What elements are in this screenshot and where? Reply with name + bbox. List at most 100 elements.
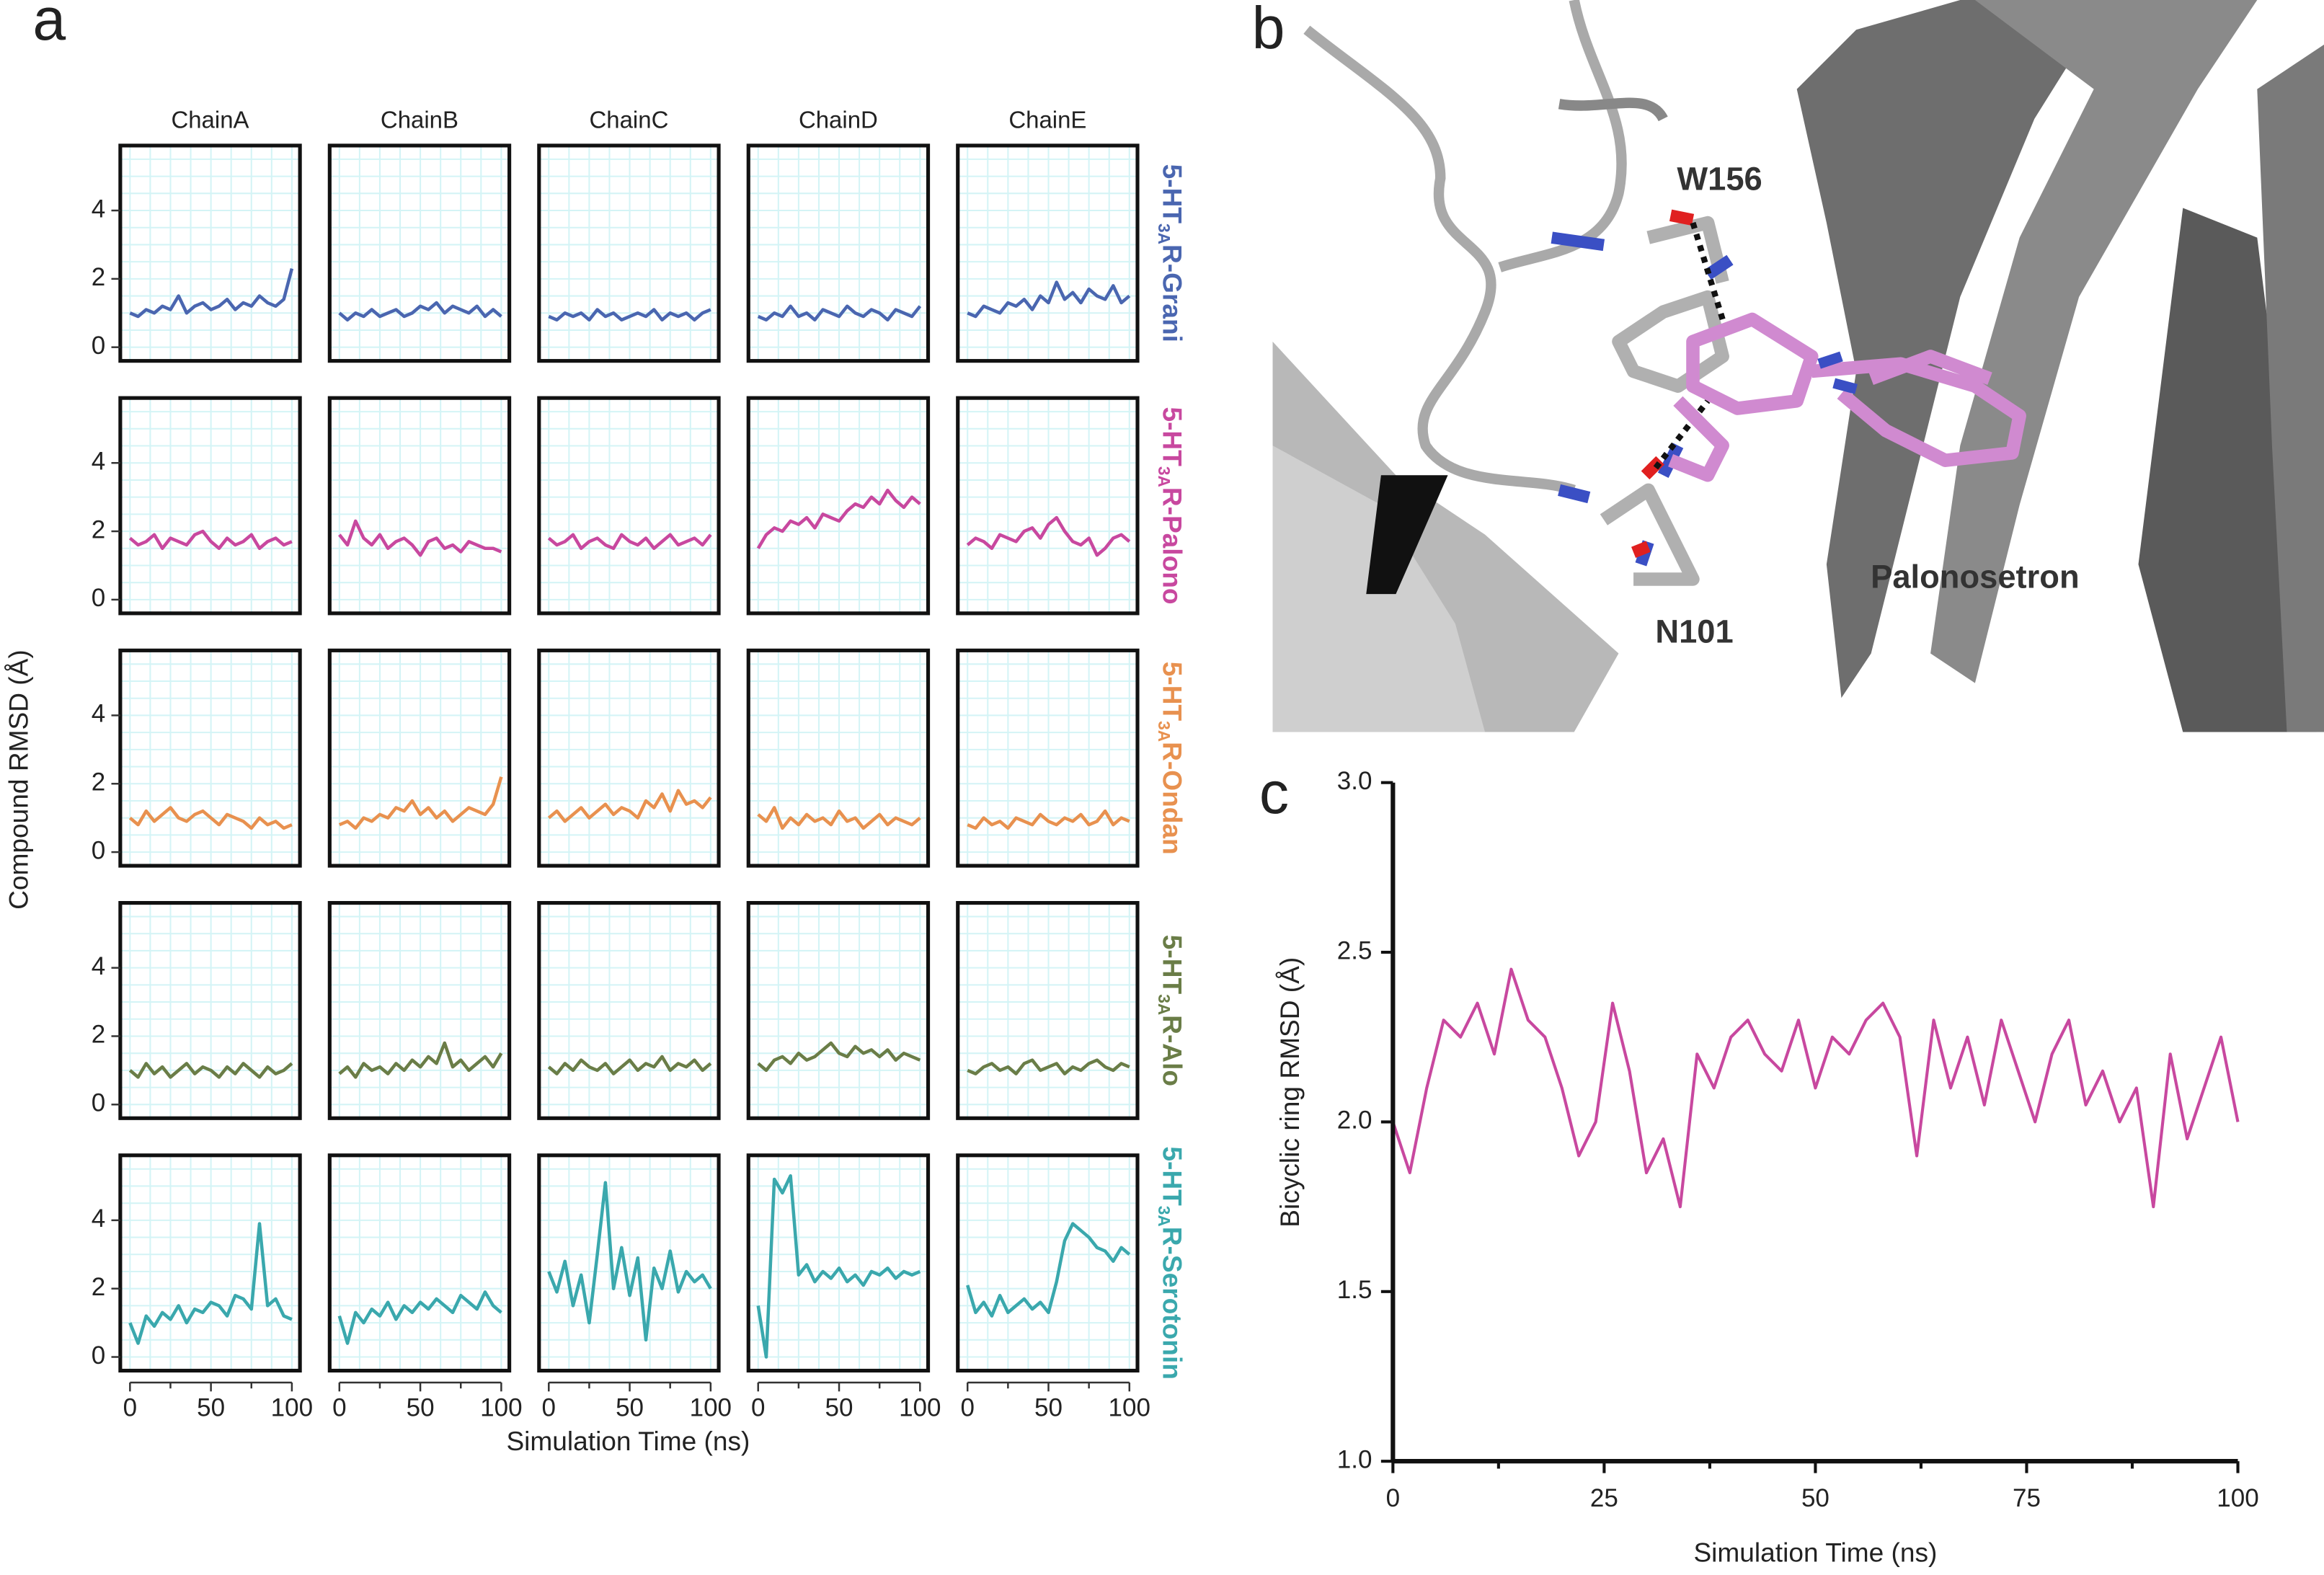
sheet — [2138, 208, 2317, 732]
y-tick-label: 2 — [92, 768, 105, 797]
row-label-part: 3A — [1155, 994, 1174, 1015]
panel-frame — [537, 396, 721, 616]
row-label-part: 3A — [1155, 466, 1174, 487]
series-line — [338, 1041, 503, 1079]
y-tick-label: 2 — [92, 263, 105, 291]
x-tick-label: 50 — [197, 1393, 225, 1421]
series-line — [547, 1181, 712, 1342]
panel-frame — [118, 143, 302, 363]
y-axis-label: Compound RMSD (Å) — [4, 649, 34, 910]
sheet-edge — [1366, 475, 1448, 595]
row-label-part: 3A — [1155, 721, 1174, 742]
series-line — [338, 301, 502, 322]
sheet — [1930, 0, 2258, 683]
row-label: 5-HT3AR-Alo — [1155, 935, 1187, 1086]
series-line — [547, 533, 712, 551]
panel-frame — [537, 900, 721, 1120]
row-label: 5-HT3AR-Serotonin — [1155, 1146, 1187, 1380]
series-line — [129, 268, 294, 319]
row-label-part: R-Serotonin — [1158, 1227, 1188, 1380]
column-header: ChainC — [589, 107, 668, 133]
row-label: 5-HT3AR-Ondan — [1155, 662, 1187, 855]
y-tick-label: 2 — [92, 1273, 105, 1301]
panel-frame — [327, 900, 512, 1120]
y-tick-label: 4 — [92, 195, 105, 223]
y-tick-label: 0 — [92, 584, 105, 612]
row-label-part: R-Alo — [1158, 1015, 1188, 1086]
panel-frame — [537, 143, 721, 363]
x-tick-label: 50 — [825, 1393, 853, 1421]
panel-frame — [118, 1153, 302, 1373]
y-tick-label: 1.0 — [1337, 1445, 1372, 1473]
row-label: 5-HT3AR-Palono — [1155, 407, 1187, 604]
x-tick-label: 0 — [332, 1393, 346, 1421]
y-tick-label: 3.0 — [1337, 767, 1372, 795]
series-line — [967, 280, 1131, 319]
column-header: ChainB — [381, 107, 458, 133]
panel-label: b — [1252, 0, 1285, 61]
y-tick-label: 4 — [92, 447, 105, 475]
x-tick-label: 100 — [690, 1393, 732, 1421]
x-tick-label: 100 — [1109, 1393, 1150, 1421]
y-tick-label: 2 — [92, 1021, 105, 1049]
x-tick-label: 50 — [616, 1393, 644, 1421]
series-line — [128, 1062, 293, 1079]
panel-frame — [956, 143, 1140, 363]
series-line — [338, 519, 502, 557]
x-tick-label: 50 — [1034, 1393, 1063, 1421]
panel-frame — [956, 1153, 1140, 1373]
panel-frame — [956, 900, 1140, 1120]
series-line — [966, 1222, 1131, 1318]
y-axis-label: Bicyclic ring RMSD (Å) — [1274, 957, 1305, 1228]
y-tick-label: 0 — [92, 836, 105, 864]
residue-sticks — [1600, 216, 1729, 586]
series-line — [756, 488, 921, 549]
y-tick-label: 0 — [92, 1341, 105, 1370]
y-tick-label: 1.5 — [1337, 1276, 1372, 1304]
panel-frame — [746, 900, 931, 1120]
panel-frame — [956, 396, 1140, 616]
x-tick-label: 0 — [751, 1393, 765, 1421]
panel-frame — [746, 648, 931, 868]
panel-frame — [327, 1153, 512, 1373]
y-tick-label: 4 — [92, 700, 105, 728]
y-tick-label: 2.5 — [1337, 936, 1372, 964]
structure-image — [1272, 0, 2324, 732]
row-label-part: 5-HT — [1158, 164, 1188, 224]
y-tick-label: 0 — [92, 1089, 105, 1117]
row-label-part: R-Ondan — [1158, 742, 1188, 855]
row-label-part: R-Grani — [1158, 244, 1188, 342]
series-line — [756, 1174, 921, 1359]
x-axis-label: Simulation Time (ns) — [1693, 1538, 1937, 1568]
series-line — [757, 304, 922, 322]
series-line — [338, 776, 503, 830]
y-tick-label: 2.0 — [1337, 1106, 1372, 1135]
ligand-sticks — [1668, 312, 2026, 482]
x-tick-label: 0 — [1386, 1484, 1400, 1512]
y-tick-label: 4 — [92, 952, 105, 980]
panel-frame — [327, 143, 512, 363]
panel-frame — [956, 648, 1140, 868]
series-line — [337, 1290, 502, 1345]
row-label: 5-HT3AR-Grani — [1155, 164, 1187, 342]
sheet — [2257, 44, 2324, 732]
panel-frame — [118, 900, 302, 1120]
row-label-part: 5-HT — [1158, 935, 1188, 995]
atom-n — [1551, 231, 1734, 567]
loop — [1498, 0, 1627, 272]
panel-frame — [746, 1153, 931, 1373]
x-tick-label: 100 — [271, 1393, 313, 1421]
series-line — [548, 308, 711, 322]
panel-label: c — [1259, 760, 1289, 826]
x-tick-label: 0 — [123, 1393, 137, 1421]
x-tick-label: 25 — [1590, 1484, 1618, 1512]
y-tick-label: 0 — [92, 332, 105, 360]
y-tick-label: 2 — [92, 515, 105, 544]
series-line — [547, 789, 712, 823]
x-tick-label: 100 — [2217, 1484, 2258, 1512]
panel-frame — [327, 396, 512, 616]
panel-frame — [537, 1153, 721, 1373]
column-header: ChainA — [171, 107, 249, 133]
